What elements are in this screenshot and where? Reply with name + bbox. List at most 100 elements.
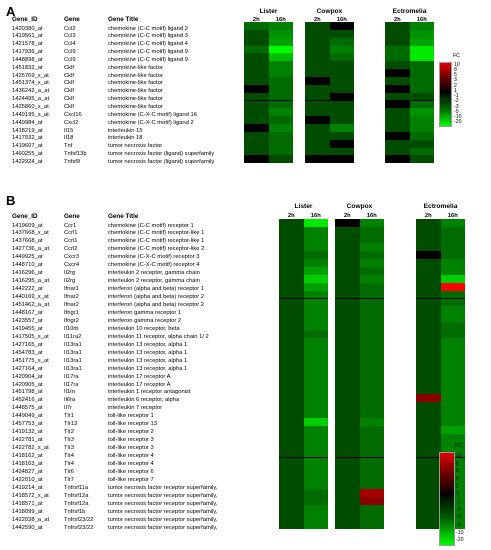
gene-symbol: Ccl3 (64, 33, 76, 40)
heatmap-cell (305, 61, 330, 70)
legend-tick-label: -1 (456, 498, 461, 505)
heatmap-cell (359, 226, 384, 235)
gene-symbol: Ccrl2 (64, 246, 78, 253)
legend-tick-label: -5 (456, 521, 461, 528)
heatmap-cell (359, 521, 384, 530)
gene-title: interleukin 13 receptor, alpha 1 (108, 357, 188, 364)
gene-title: toll-like receptor 4 (108, 461, 154, 467)
heatmap-cell (335, 354, 360, 363)
heatmap-cell (268, 124, 293, 132)
gene-title: tumor necrosis factor (ligand) superfami… (108, 151, 215, 158)
heatmap-cell (385, 61, 410, 70)
heatmap-cell (385, 37, 410, 46)
gene-symbol: Il2rg (64, 278, 76, 285)
heatmap-cell (303, 234, 328, 243)
gene-symbol: Il17ra (64, 381, 79, 388)
heatmap-cell (303, 401, 328, 410)
heatmap-cell (335, 306, 360, 315)
heatmap-cell (359, 457, 384, 466)
heatmap-cell (385, 45, 410, 54)
heatmap-cell (440, 306, 465, 315)
gene-symbol: Tlr3 (64, 437, 74, 444)
heatmap-cell (335, 250, 360, 259)
heatmap-cell (335, 346, 360, 355)
heatmap-cell (305, 124, 330, 132)
heatmap-cell (268, 45, 293, 54)
heatmap-cell (279, 242, 304, 251)
gene-id: 1440169_x_at (12, 294, 49, 301)
legend-tick-label: -10 (454, 114, 462, 121)
gene-symbol: Ccr1 (64, 222, 77, 229)
heatmap-cell (329, 139, 354, 148)
heatmap-cell (329, 53, 354, 62)
gene-title: chemokine (C-C motif) ligand 9 (108, 56, 188, 63)
gene-id: 1448898_at (12, 56, 43, 63)
heatmap-cell (359, 282, 384, 291)
heatmap-cell (416, 425, 441, 434)
heatmap-cell (416, 385, 441, 394)
gene-title: chemokine-like factor (108, 96, 163, 103)
gene-id: 1460255_at (12, 151, 43, 158)
heatmap-cell (335, 497, 360, 506)
gene-symbol: Tlr1 (64, 413, 74, 420)
heatmap-cell (440, 234, 465, 243)
heatmap-cell (244, 29, 269, 38)
heatmap-cell (359, 306, 384, 315)
heatmap-cell (416, 346, 441, 355)
heatmap-cell (359, 346, 384, 355)
heatmap-cell (244, 124, 269, 132)
gene-symbol: Il10rb (64, 325, 79, 332)
gene-id: 1422038_a_at (12, 516, 50, 523)
timepoint-label: 2h (424, 212, 432, 219)
gene-title: interleukin 10 receptor, beta (108, 325, 180, 332)
heatmap-cell (244, 69, 269, 77)
heatmap-cell (335, 298, 360, 307)
gene-id: 1451798_at (12, 389, 43, 396)
heatmap-cell (305, 84, 330, 93)
heatmap-cell (335, 370, 360, 378)
gene-symbol: Tlr4 (64, 453, 74, 460)
heatmap-block-cowpox (335, 219, 384, 530)
heatmap-cell (440, 242, 465, 251)
heatmap-cell (279, 234, 304, 243)
timepoint-label: 16h (447, 212, 458, 219)
gene-id: 1425769_x_at (12, 72, 49, 79)
heatmap-cell (303, 306, 328, 315)
heatmap-cell (335, 274, 360, 283)
heatmap-cell (335, 449, 360, 458)
heatmap-cell (416, 258, 441, 267)
legend-tick-label: 10 (456, 452, 462, 459)
heatmap-cell (329, 116, 354, 125)
gene-symbol: Cxcl2 (64, 119, 79, 126)
heatmap-cell (279, 274, 304, 283)
gene-symbol: Il18 (64, 135, 74, 142)
heatmap-cell (416, 457, 441, 466)
heatmap-cell (303, 521, 328, 530)
heatmap-cell (359, 433, 384, 442)
heatmap-cell (279, 219, 304, 227)
heatmap-cell (335, 441, 360, 450)
heatmap-cell (305, 100, 330, 109)
heatmap-cell (440, 409, 465, 418)
heatmap-cell (303, 425, 328, 434)
panel-b-header-gene-id: Gene_ID (12, 213, 38, 220)
heatmap-cell (305, 69, 330, 77)
gene-id: 1423557_at (12, 317, 43, 324)
gene-id: 1418572_x_at (12, 492, 49, 499)
heatmap-cell (305, 92, 330, 101)
heatmap-cell (244, 61, 269, 70)
gene-title: toll-like receptor 2 (108, 429, 154, 436)
gene-symbol: Tnfrsf23/22 (64, 516, 94, 523)
gene-id: 1427164_at (12, 365, 43, 372)
heatmap-block-ectromelia (385, 22, 434, 164)
heatmap-cell (305, 29, 330, 38)
heatmap-cell (416, 314, 441, 323)
heatmap-cell (416, 330, 441, 339)
heatmap-cell (416, 401, 441, 410)
heatmap-cell (409, 108, 434, 117)
heatmap-cell (409, 22, 434, 30)
gene-title: chemokine (C-C motif) ligand 4 (108, 41, 188, 48)
gene-symbol: Tnfrsf1b (64, 508, 86, 515)
gene-symbol: Tnfsf9 (64, 158, 81, 165)
heatmap-cell (416, 465, 441, 474)
